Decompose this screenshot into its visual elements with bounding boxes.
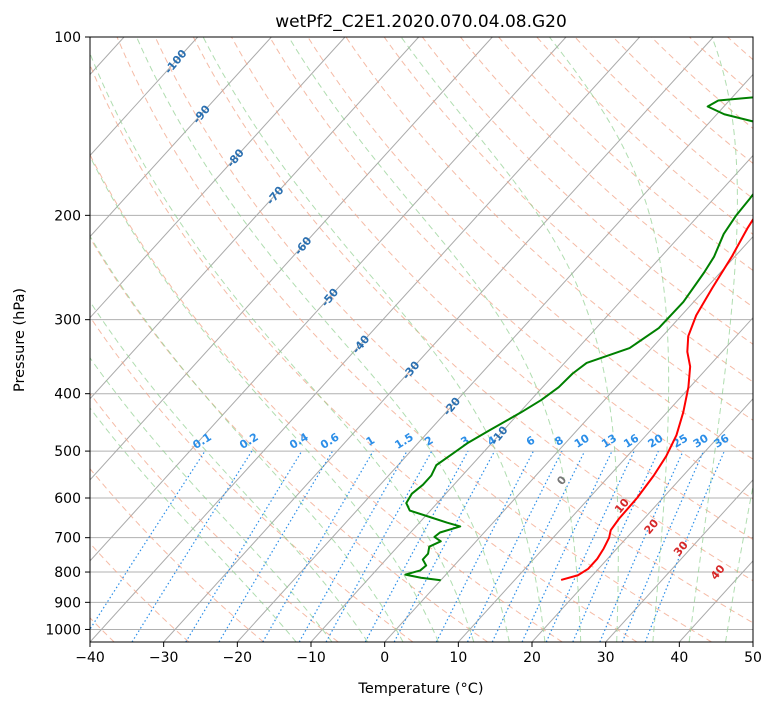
isotherm-line [163,37,714,642]
dry-adiabat-line [269,37,753,500]
mixing-ratio-line [131,450,253,642]
x-tick-label: 0 [380,650,389,666]
x-tick-label: 10 [449,650,467,666]
dry-adiabat-line [192,37,753,582]
moist-adiabat-line [288,37,582,642]
plot-area: 0.1 0.2 0.4 0.6 1 1.5 2 3 4 6 8 10 13 16 20 25 30 36-100-… [90,37,753,642]
isotherm-line [90,37,420,400]
isotherm-line [90,37,272,238]
isotherm-line [384,235,753,642]
y-tick-label: 1000 [45,622,81,638]
dry-adiabat-line [90,467,264,642]
mixing-ratio-line [466,450,563,642]
x-tick-label: −40 [75,650,105,666]
moist-adiabat-line [202,37,546,642]
temperature-profile-line [560,217,753,581]
dry-adiabat-line [90,236,488,642]
isotherm-line [90,37,199,157]
mixing-ratio-line [364,450,469,642]
axes-frame [89,36,754,643]
dry-adiabat-line [231,37,753,540]
y-tick-label: 300 [54,313,81,329]
y-tick-label: 800 [54,565,81,581]
x-tick-label: 30 [597,650,615,666]
moist-adiabat-line [90,235,404,642]
y-tick-label: 200 [54,208,81,224]
moist-adiabat-line [90,52,475,642]
moist-adiabat-line [90,300,369,642]
moist-adiabat-line [90,407,297,642]
mixing-ratio-line [644,450,725,642]
x-tick-label: −20 [223,650,253,666]
x-tick-label: 50 [744,650,762,666]
chart-title: wetPf2_C2E1.2020.070.04.08.G20 [275,12,567,32]
mixing-ratio-line [90,450,206,631]
y-tick-label: 400 [54,387,81,403]
y-tick-label: 700 [54,531,81,547]
isotherm-line [457,316,753,642]
y-tick-label: 500 [54,444,81,460]
y-tick-label: 600 [54,491,81,507]
moist-adiabat-line [136,37,510,642]
dry-adiabat-line [90,542,190,642]
x-tick-label: 40 [670,650,688,666]
dry-adiabat-line [154,37,753,624]
isotherm-line [605,479,753,642]
x-axis-label: Temperature (°C) [357,681,483,697]
moist-adiabat-line [688,37,738,642]
dry-adiabat-line [90,153,563,642]
mixing-ratio-line [435,450,534,642]
dry-adiabat-line [307,37,753,460]
dry-adiabat-line [90,392,339,642]
moist-adiabat-line [725,483,753,642]
isotherm-line [236,73,753,642]
dry-adiabat-line [345,37,753,421]
mixing-ratio-line [572,450,659,642]
mixing-ratio-line [185,450,303,642]
isotherm-line [90,37,493,481]
isotherm-line [531,398,753,642]
x-tick-label: −30 [149,650,179,666]
y-tick-label: 900 [54,595,81,611]
isotherm-line [90,37,567,562]
x-tick-label: −10 [296,650,326,666]
moist-adiabat-line [90,357,333,642]
mixing-ratio-line [298,450,408,642]
mixing-ratio-line [599,450,684,642]
y-tick-label: 100 [54,30,81,46]
isotherm-line [90,37,641,642]
moist-adiabat-line [400,37,619,642]
x-tick-label: 20 [523,650,541,666]
axes: −40 −30 −20 −10 0 10 20 30 40 50 100 200 300 400 500 60… [45,30,762,666]
moist-adiabat-line [90,155,439,642]
isotherm-line [90,37,346,319]
moist-adiabat-line [549,37,670,642]
dewpoint-profile-line [404,96,753,582]
dry-adiabat-line [116,37,712,642]
mixing-ratio-line [325,450,433,642]
mixing-ratio-line [621,450,705,642]
y-axis-label: Pressure (hPa) [12,288,28,392]
